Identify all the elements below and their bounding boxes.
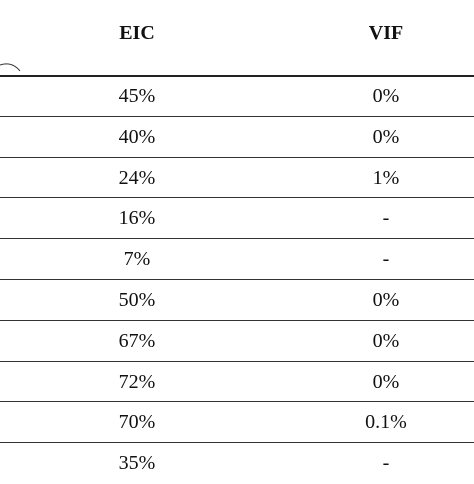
cell-eic: 45% [118,85,156,107]
cell-vif: - [382,452,390,475]
table-row: 24% 1% [0,158,474,199]
row-divider [0,238,474,240]
cell-eic: 24% [118,166,156,189]
table-row: 35% - [0,443,474,484]
table-row: 50% 0% [0,280,474,321]
cell-vif: 0% [372,289,400,311]
cell-eic: 72% [118,370,156,393]
row-divider [0,360,474,362]
cell-vif: 1% [372,166,400,189]
row-divider [0,278,474,280]
table-row: 7% - [0,239,474,280]
data-table: EIC VIF 45% 0% 40% 0% 24% 1% 16% - 7% - 50% 0% 67% 0%… [0,0,474,474]
table-row: 40% 0% [0,117,474,158]
cell-eic: 67% [118,329,156,352]
cell-eic: 35% [118,452,156,475]
table-row: 70% 0.1% [0,402,474,444]
table-row: 45% 0% [0,76,474,117]
table-header-row: EIC VIF [0,0,474,74]
cell-vif: 0% [372,370,400,393]
row-divider [0,319,474,321]
column-header-vif: VIF [368,22,404,44]
row-divider [0,197,474,199]
cell-eic: 7% [123,248,151,271]
header-diagonal-line [0,63,21,72]
cell-vif: 0.1% [365,411,407,434]
table-row: 67% 0% [0,321,474,362]
row-divider [0,401,474,403]
table-row: 16% - [0,198,474,240]
cell-eic: 70% [118,411,156,434]
row-divider [0,115,474,117]
cell-vif: 0% [372,85,400,107]
cell-vif: - [382,248,390,271]
cell-vif: 0% [372,329,400,352]
column-header-eic: EIC [119,22,155,44]
cell-vif: - [382,207,390,230]
cell-vif: 0% [372,125,400,148]
row-divider [0,442,474,444]
cell-eic: 50% [118,289,156,311]
cell-eic: 16% [118,207,156,230]
cell-eic: 40% [118,125,156,148]
header-rule [0,75,474,77]
row-divider [0,156,474,158]
table-row: 72% 0% [0,362,474,403]
